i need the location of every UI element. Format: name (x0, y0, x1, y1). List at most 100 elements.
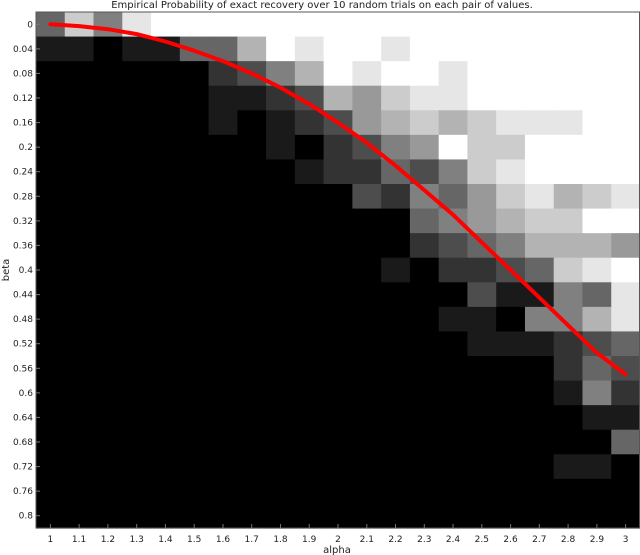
x-tick-label: 1.7 (245, 535, 259, 545)
heatmap-cell (179, 12, 210, 38)
heatmap-cell (179, 85, 210, 111)
heatmap-cell (352, 306, 382, 333)
y-tick-label: 0.24 (13, 168, 33, 178)
y-tick-label: 0.04 (13, 45, 33, 55)
heatmap-cell (64, 331, 95, 357)
heatmap-cell (93, 429, 123, 455)
heatmap-cell (323, 331, 353, 357)
heatmap-cell (179, 184, 210, 210)
heatmap-cell (553, 380, 584, 406)
heatmap-cell (611, 159, 640, 185)
heatmap-cell (93, 478, 123, 505)
x-tick-label: 1.3 (130, 535, 144, 545)
heatmap-cell (294, 184, 325, 210)
heatmap-cell (467, 380, 497, 406)
heatmap-cell (467, 331, 497, 357)
heatmap-cell (208, 12, 238, 38)
heatmap-cell (582, 36, 612, 62)
heatmap-cell (64, 454, 95, 480)
heatmap-cell (381, 478, 411, 505)
heatmap-cell (266, 405, 296, 431)
heatmap-cell (122, 61, 152, 87)
heatmap-cell (36, 233, 66, 259)
heatmap-cell (582, 282, 612, 308)
x-tick-label: 1.4 (158, 535, 173, 545)
y-tick-label: 0.8 (19, 512, 34, 522)
heatmap-cell (294, 454, 325, 480)
heatmap-cell (582, 110, 612, 136)
heatmap-cell (323, 356, 353, 382)
heatmap-cell (36, 478, 66, 505)
heatmap-cell (438, 61, 469, 87)
heatmap-cell (409, 405, 440, 431)
heatmap-cell (36, 208, 66, 234)
heatmap-cell (524, 478, 555, 505)
heatmap-cell (122, 331, 152, 357)
heatmap-cell (266, 306, 296, 333)
heatmap-cell (237, 405, 267, 431)
heatmap-cell (496, 478, 526, 505)
heatmap-cell (381, 36, 411, 62)
heatmap-cell (611, 184, 640, 210)
heatmap-cell (266, 184, 296, 210)
heatmap-cell (64, 85, 95, 111)
heatmap-cell (64, 208, 95, 234)
heatmap-cell (294, 12, 325, 38)
heatmap-cell (294, 478, 325, 505)
heatmap-cell (294, 233, 325, 259)
heatmap-cell (237, 36, 267, 62)
heatmap-cell (179, 208, 210, 234)
heatmap-cell (36, 134, 66, 161)
heatmap-cell (611, 478, 640, 505)
heatmap-cell (467, 12, 497, 38)
heatmap-cell (582, 405, 612, 431)
heatmap-cell (611, 208, 640, 234)
x-tick-label: 1.5 (187, 535, 201, 545)
heatmap-cell (64, 159, 95, 185)
heatmap-cell (438, 356, 469, 382)
heatmap-cell (36, 184, 66, 210)
heatmap-cell (352, 257, 382, 283)
heatmap-cell (582, 12, 612, 38)
heatmap-cell (496, 159, 526, 185)
heatmap-cell (409, 380, 440, 406)
heatmap-cell (409, 356, 440, 382)
heatmap-cell (467, 134, 497, 161)
heatmap-cell (438, 454, 469, 480)
y-tick-label: 0.64 (13, 413, 33, 423)
heatmap-cell (524, 36, 555, 62)
heatmap-cell (266, 208, 296, 234)
heatmap-cell (409, 61, 440, 87)
x-tick-label: 2.9 (590, 535, 605, 545)
heatmap-cell (64, 380, 95, 406)
y-axis-label: beta (1, 259, 12, 282)
heatmap-cell (467, 429, 497, 455)
heatmap-cell (122, 306, 152, 333)
y-tick-label: 0.08 (13, 69, 33, 79)
heatmap-cell (208, 208, 238, 234)
heatmap-cell (64, 134, 95, 161)
x-tick-label: 2.5 (475, 535, 489, 545)
heatmap-cell (611, 282, 640, 308)
heatmap-cell (179, 405, 210, 431)
heatmap-cell (524, 454, 555, 480)
heatmap-cell (553, 36, 584, 62)
heatmap-cell (237, 12, 267, 38)
heatmap-cell (381, 282, 411, 308)
x-tick-label: 2.4 (446, 535, 461, 545)
heatmap-cell (438, 306, 469, 333)
heatmap-cell (64, 61, 95, 87)
heatmap-cell (266, 380, 296, 406)
heatmap-cell (151, 356, 181, 382)
heatmap-cell (381, 331, 411, 357)
heatmap-cell (352, 110, 382, 136)
heatmap-cell (179, 257, 210, 283)
heatmap-cell (611, 331, 640, 357)
heatmap-cell (64, 306, 95, 333)
heatmap-cell (93, 12, 123, 38)
heatmap-cell (237, 331, 267, 357)
heatmap-cell (93, 134, 123, 161)
heatmap-cell (409, 12, 440, 38)
heatmap-cell (352, 356, 382, 382)
